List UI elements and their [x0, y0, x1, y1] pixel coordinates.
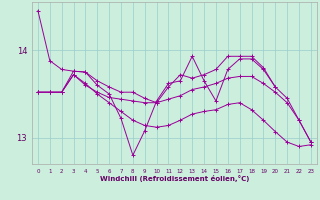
- X-axis label: Windchill (Refroidissement éolien,°C): Windchill (Refroidissement éolien,°C): [100, 175, 249, 182]
